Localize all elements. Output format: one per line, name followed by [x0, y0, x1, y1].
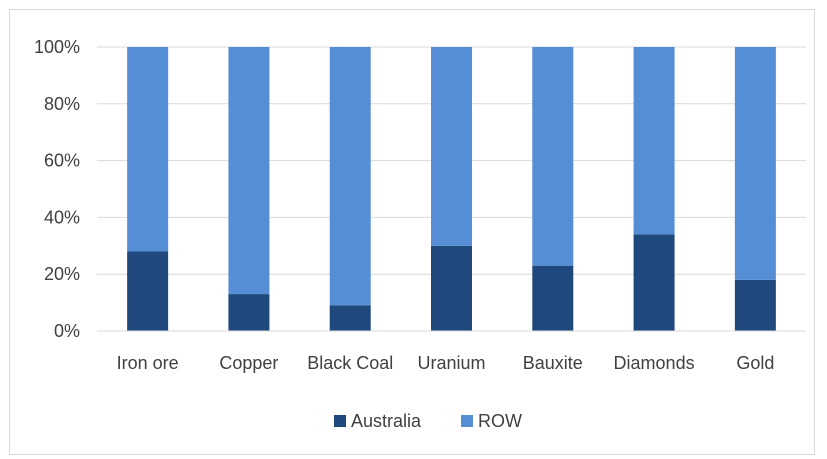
bar-australia-copper	[228, 294, 270, 331]
x-category-label: Iron ore	[117, 353, 179, 373]
bar-row-diamonds	[633, 47, 675, 235]
bar-row-gold	[734, 47, 776, 280]
bar-row-black-coal	[329, 47, 371, 306]
y-tick-label: 100%	[34, 37, 80, 57]
x-category-label: Bauxite	[523, 353, 583, 373]
y-tick-label: 80%	[44, 94, 80, 114]
y-tick-label: 40%	[44, 207, 80, 227]
y-tick-label: 20%	[44, 264, 80, 284]
bar-australia-black-coal	[329, 305, 371, 331]
x-category-label: Diamonds	[614, 353, 695, 373]
y-tick-label: 60%	[44, 151, 80, 171]
bar-australia-gold	[734, 279, 776, 331]
legend: Australia ROW	[334, 411, 522, 431]
legend-label-row: ROW	[478, 411, 522, 431]
bars	[127, 47, 776, 331]
bar-row-uranium	[431, 47, 472, 246]
legend-swatch-row	[461, 415, 473, 427]
x-category-label: Copper	[219, 353, 278, 373]
x-category-label: Black Coal	[307, 353, 393, 373]
bar-australia-uranium	[431, 245, 472, 331]
bar-australia-iron-ore	[127, 251, 169, 331]
x-category-label: Uranium	[417, 353, 485, 373]
legend-label-australia: Australia	[351, 411, 422, 431]
y-tick-label: 0%	[54, 321, 80, 341]
bar-australia-bauxite	[532, 265, 574, 331]
x-axis-category-labels: Iron ore Copper Black Coal Uranium Bauxite Di…	[117, 353, 775, 373]
bar-row-copper	[228, 47, 270, 295]
legend-swatch-australia	[334, 415, 346, 427]
y-axis-tick-labels: 0% 20% 40% 60% 80% 100%	[34, 37, 80, 341]
bar-row-bauxite	[532, 47, 574, 266]
bar-australia-diamonds	[633, 234, 675, 331]
bar-row-iron-ore	[127, 47, 169, 252]
x-category-label: Gold	[736, 353, 774, 373]
